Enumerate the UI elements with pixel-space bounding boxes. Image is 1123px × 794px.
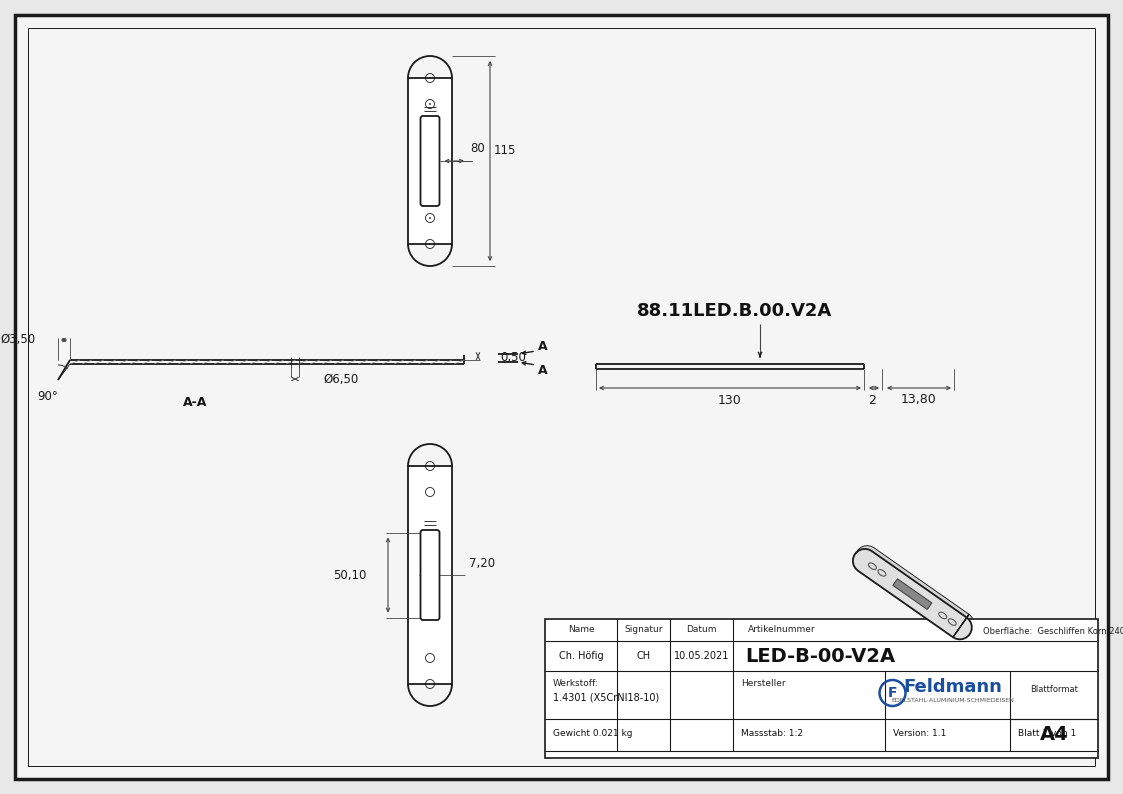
Bar	[408, 466, 451, 684]
Text: LED-B-00-V2A: LED-B-00-V2A	[745, 646, 895, 665]
Text: 2: 2	[868, 394, 876, 407]
Text: Artikelnummer: Artikelnummer	[748, 626, 815, 634]
Polygon shape	[953, 615, 969, 638]
Text: Datum: Datum	[686, 626, 716, 634]
Text: Blattformat: Blattformat	[1030, 685, 1078, 695]
Circle shape	[429, 77, 431, 79]
Text: A-A: A-A	[183, 395, 207, 408]
Text: CH: CH	[637, 651, 650, 661]
Text: 10.05.2021: 10.05.2021	[674, 651, 729, 661]
Text: 1.4301 (X5CrNI18-10): 1.4301 (X5CrNI18-10)	[553, 693, 659, 703]
Text: Blatt 1 von 1: Blatt 1 von 1	[1019, 730, 1076, 738]
Circle shape	[429, 243, 431, 245]
Text: Name: Name	[568, 626, 594, 634]
Text: Massstab: 1:2: Massstab: 1:2	[741, 730, 803, 738]
Circle shape	[429, 217, 431, 219]
Text: 88.11LED.B.00.V2A: 88.11LED.B.00.V2A	[638, 302, 832, 320]
Text: EDELSTAHL·ALUMINIUM·SCHMIEDEISEN: EDELSTAHL·ALUMINIUM·SCHMIEDEISEN	[891, 699, 1014, 703]
FancyBboxPatch shape	[420, 530, 439, 620]
Text: Feldmann: Feldmann	[903, 678, 1002, 696]
Polygon shape	[852, 549, 971, 639]
Text: 50,10: 50,10	[332, 569, 366, 581]
Text: A: A	[538, 340, 548, 353]
Text: Version: 1.1: Version: 1.1	[893, 730, 947, 738]
Text: A4: A4	[1040, 726, 1068, 745]
Bar	[545, 619, 1098, 758]
Text: A: A	[538, 364, 548, 376]
Text: Hersteller: Hersteller	[741, 679, 786, 688]
Text: 115: 115	[494, 145, 517, 157]
Text: Signatur: Signatur	[624, 626, 663, 634]
Text: Ø3,50: Ø3,50	[1, 333, 36, 346]
Text: 130: 130	[718, 394, 742, 407]
Text: F: F	[888, 686, 897, 700]
Bar	[408, 78, 451, 244]
Text: Gewicht 0.021 kg: Gewicht 0.021 kg	[553, 730, 632, 738]
Text: Oberfläche:  Geschliffen Korn 240: Oberfläche: Geschliffen Korn 240	[983, 626, 1123, 635]
Text: 80: 80	[471, 142, 485, 156]
Polygon shape	[856, 545, 974, 636]
Text: Ch. Höfig: Ch. Höfig	[558, 651, 603, 661]
Text: Werkstoff:: Werkstoff:	[553, 679, 599, 688]
Text: 7,20: 7,20	[469, 557, 495, 569]
Text: 90°: 90°	[38, 390, 58, 403]
Text: 0,50: 0,50	[500, 352, 526, 364]
FancyBboxPatch shape	[420, 116, 439, 206]
Circle shape	[429, 103, 431, 105]
Text: Ø6,50: Ø6,50	[323, 372, 358, 386]
Text: 13,80: 13,80	[901, 394, 937, 407]
Polygon shape	[893, 579, 932, 610]
